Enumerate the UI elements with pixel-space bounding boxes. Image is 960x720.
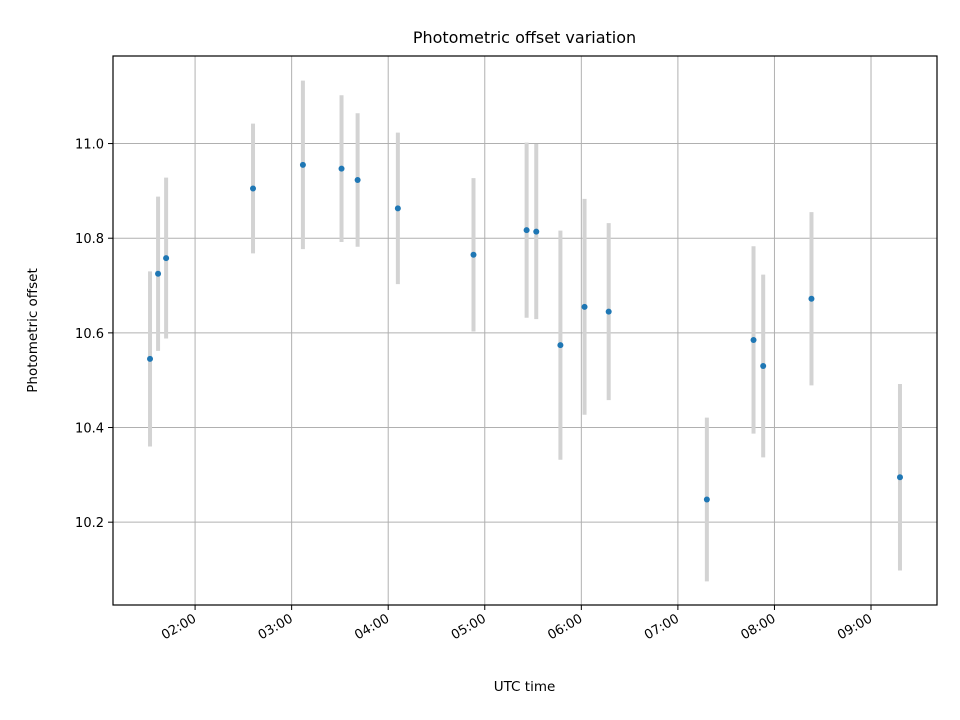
y-axis-ticks: 10.2 10.4 10.6 10.8 11.0 xyxy=(75,138,113,531)
chart-title: Photometric offset variation xyxy=(413,28,636,47)
x-tick-label: 03:00 xyxy=(256,611,296,643)
data-point xyxy=(605,308,612,315)
x-tick-label: 04:00 xyxy=(352,611,392,643)
data-point xyxy=(299,161,306,168)
data-point xyxy=(523,227,530,234)
x-axis-label: UTC time xyxy=(494,679,556,695)
data-point xyxy=(703,496,710,503)
data-point xyxy=(581,303,588,310)
y-axis-label: Photometric offset xyxy=(25,268,41,392)
x-tick-label: 08:00 xyxy=(739,611,779,643)
data-point xyxy=(808,295,815,302)
data-point xyxy=(394,205,401,212)
x-tick-label: 09:00 xyxy=(835,611,875,643)
data-point xyxy=(147,355,154,362)
data-point xyxy=(470,251,477,258)
x-tick-label: 07:00 xyxy=(642,611,682,643)
x-tick-label: 02:00 xyxy=(159,611,199,643)
x-tick-label: 06:00 xyxy=(545,611,585,643)
data-point xyxy=(155,270,162,277)
x-axis-ticks: 02:00 03:00 04:00 05:00 06:00 07:00 08:00 09:00 xyxy=(159,605,875,643)
data-point xyxy=(760,362,767,369)
data-point xyxy=(750,336,757,343)
y-tick-label: 10.2 xyxy=(75,516,104,531)
data-point xyxy=(896,474,903,481)
y-tick-label: 11.0 xyxy=(75,138,104,153)
data-point xyxy=(163,255,170,262)
error-bars xyxy=(148,80,902,582)
data-point xyxy=(557,342,564,349)
data-point xyxy=(250,185,257,192)
plot-frame xyxy=(112,55,938,606)
data-points xyxy=(147,161,903,503)
x-tick-label: 05:00 xyxy=(449,611,489,643)
y-tick-label: 10.6 xyxy=(75,327,104,342)
y-tick-label: 10.8 xyxy=(75,232,104,247)
data-point xyxy=(533,228,540,235)
y-tick-label: 10.4 xyxy=(75,422,104,437)
data-point xyxy=(338,165,345,172)
data-point xyxy=(354,176,361,183)
